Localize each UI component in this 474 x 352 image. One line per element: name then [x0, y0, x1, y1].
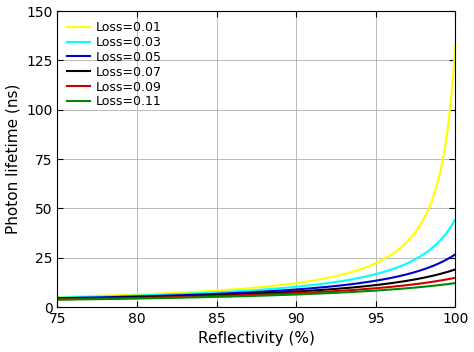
Legend: Loss=0.01, Loss=0.03, Loss=0.05, Loss=0.07, Loss=0.09, Loss=0.11: Loss=0.01, Loss=0.03, Loss=0.05, Loss=0.…: [64, 17, 166, 112]
Loss=0.01: [249, 286, 255, 290]
Line: Loss=0.03: Loss=0.03: [57, 220, 455, 298]
Loss=0.01: [78, 294, 84, 298]
Loss=0.01: [71, 294, 77, 298]
Loss=0.03: [133, 294, 138, 298]
Line: Loss=0.05: Loss=0.05: [57, 254, 455, 298]
Loss=0.07: [56, 297, 62, 301]
Loss=0.03: [55, 296, 60, 300]
Loss=0.05: [452, 252, 458, 257]
Loss=0.03: [431, 244, 437, 249]
Loss=0.11: [452, 281, 458, 285]
Loss=0.11: [71, 297, 77, 302]
Y-axis label: Photon lifetime (ns): Photon lifetime (ns): [6, 84, 20, 234]
Loss=0.07: [249, 291, 255, 296]
Loss=0.01: [431, 192, 437, 196]
Loss=0.03: [452, 218, 458, 222]
Loss=0.09: [78, 297, 84, 301]
Loss=0.11: [431, 284, 437, 288]
Loss=0.07: [71, 296, 77, 301]
Loss=0.05: [55, 296, 60, 300]
Loss=0.11: [56, 297, 62, 302]
Loss=0.07: [452, 268, 458, 272]
X-axis label: Reflectivity (%): Reflectivity (%): [198, 332, 315, 346]
Line: Loss=0.01: Loss=0.01: [57, 45, 455, 297]
Loss=0.05: [249, 290, 255, 294]
Loss=0.09: [249, 293, 255, 297]
Loss=0.09: [431, 279, 437, 284]
Loss=0.11: [78, 297, 84, 302]
Loss=0.07: [133, 295, 138, 300]
Loss=0.09: [56, 297, 62, 301]
Line: Loss=0.09: Loss=0.09: [57, 278, 455, 299]
Line: Loss=0.07: Loss=0.07: [57, 270, 455, 299]
Loss=0.05: [56, 296, 62, 300]
Loss=0.03: [56, 295, 62, 300]
Loss=0.09: [452, 276, 458, 280]
Loss=0.01: [56, 295, 62, 299]
Loss=0.05: [78, 296, 84, 300]
Loss=0.07: [78, 296, 84, 301]
Loss=0.05: [133, 294, 138, 298]
Loss=0.01: [133, 293, 138, 297]
Loss=0.03: [78, 295, 84, 299]
Loss=0.07: [431, 274, 437, 278]
Loss=0.07: [55, 297, 60, 301]
Loss=0.03: [71, 295, 77, 300]
Line: Loss=0.11: Loss=0.11: [57, 283, 455, 300]
Loss=0.01: [55, 295, 60, 299]
Loss=0.01: [452, 43, 458, 48]
Loss=0.05: [71, 296, 77, 300]
Loss=0.09: [133, 296, 138, 300]
Loss=0.09: [55, 297, 60, 301]
Loss=0.09: [71, 297, 77, 301]
Loss=0.11: [55, 297, 60, 302]
Loss=0.11: [249, 294, 255, 298]
Loss=0.03: [249, 288, 255, 293]
Loss=0.05: [431, 263, 437, 268]
Loss=0.11: [133, 296, 138, 301]
